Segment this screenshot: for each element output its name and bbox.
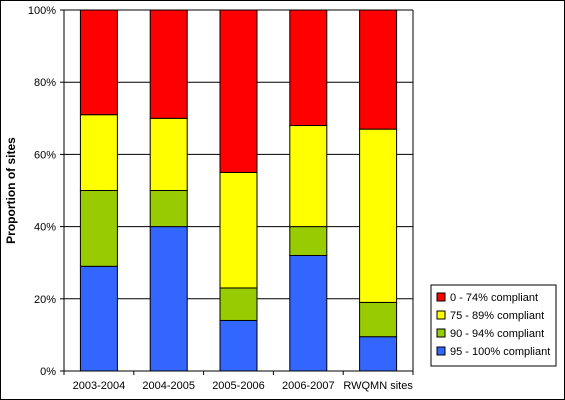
y-tick-label: 20% xyxy=(34,294,56,306)
bar-segment xyxy=(149,117,188,191)
y-tick-label: 100% xyxy=(28,5,56,17)
bar-segment xyxy=(79,114,118,191)
axes xyxy=(63,9,414,372)
y-tick-label: 40% xyxy=(34,222,56,234)
x-tick-label: RWQMN sites xyxy=(343,380,413,392)
x-tick-labels: 2003-2004 2004-2005 2005-2006 2006-2007 RWQM… xyxy=(73,380,414,392)
x-tick-label: 2005-2006 xyxy=(212,380,265,392)
legend-label: 90 - 94% compliant xyxy=(450,328,544,340)
bar-segment xyxy=(289,125,328,228)
bar-segment xyxy=(359,128,398,303)
bar-segment xyxy=(289,254,328,372)
legend-swatch xyxy=(436,328,446,338)
bar-segment xyxy=(219,287,258,321)
bar-segment xyxy=(219,9,258,173)
x-tick-label: 2006-2007 xyxy=(282,380,335,392)
legend-box xyxy=(430,284,557,367)
y-tick-label: 60% xyxy=(34,149,56,161)
bar-segment xyxy=(219,171,258,289)
legend-swatch xyxy=(436,310,446,320)
x-tick-label: 2003-2004 xyxy=(73,380,126,392)
bar-segment xyxy=(79,9,118,116)
bar-segment xyxy=(79,190,118,267)
bars xyxy=(79,9,398,372)
bar-segment xyxy=(149,190,188,228)
x-tick-label: 2004-2005 xyxy=(142,380,195,392)
legend-label: 95 - 100% compliant xyxy=(450,346,550,358)
y-tick-labels: 0% 20% 40% 60% 80% 100% xyxy=(28,5,56,378)
bar-segment xyxy=(149,226,188,372)
bar-segment xyxy=(289,9,328,127)
bar-segment xyxy=(359,336,398,372)
bar-segment xyxy=(289,226,328,256)
bar-segment xyxy=(359,301,398,338)
bar-segment xyxy=(359,9,398,130)
y-tick-label: 0% xyxy=(40,366,56,378)
legend-swatch xyxy=(436,292,446,302)
legend-swatch xyxy=(436,346,446,356)
y-axis-title: Proportion of sites xyxy=(4,137,18,244)
y-tick-label: 80% xyxy=(34,77,56,89)
bar-segment xyxy=(79,265,118,372)
bar-segment xyxy=(149,9,188,119)
legend: 0 - 74% compliant 75 - 89% compliant 90 - … xyxy=(430,284,557,367)
bar-segment xyxy=(219,319,258,372)
legend-label: 0 - 74% compliant xyxy=(450,292,538,304)
legend-label: 75 - 89% compliant xyxy=(450,310,544,322)
